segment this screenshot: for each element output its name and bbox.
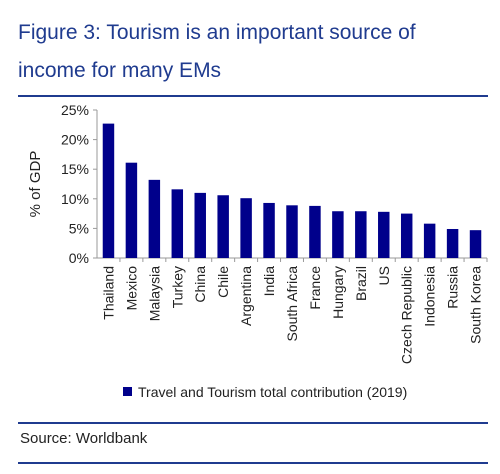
bottom-rule [18, 462, 488, 464]
bar [332, 211, 344, 258]
title-block: Figure 3: Tourism is an important source… [18, 14, 488, 90]
x-tick-label: Indonesia [422, 266, 438, 327]
bar [125, 162, 138, 258]
bar [102, 123, 115, 258]
bar [469, 230, 482, 258]
x-tick-label: Brazil [353, 266, 369, 301]
chart-title-line-1: Figure 3: Tourism is an important source… [18, 21, 416, 44]
x-tick-label: Hungary [330, 266, 346, 319]
chart-title-line-2: income for many EMs [18, 59, 222, 82]
y-tick-label: 25% [61, 102, 89, 118]
middle-rule [18, 422, 488, 424]
y-tick-label: 10% [61, 191, 89, 207]
bar-chart: 0% 5% 10% 15% 20% 25% % of GDP Thailand Mexico Ma… [27, 102, 488, 400]
y-tick-label: 5% [69, 220, 89, 236]
y-tick-label: 20% [61, 132, 89, 148]
x-tick-label: Russia [445, 266, 461, 309]
bar [423, 223, 436, 258]
bar [171, 189, 184, 258]
x-tick-label: South Korea [468, 266, 484, 344]
bar [194, 192, 206, 258]
x-tick-label: China [192, 266, 208, 303]
x-tick-label: France [307, 266, 323, 310]
bar [378, 211, 390, 258]
source-note: Source: Worldbank [20, 430, 148, 447]
top-rule [18, 95, 488, 97]
y-tick-label: 15% [61, 161, 89, 177]
bar [355, 211, 367, 258]
x-tick-label: US [376, 266, 392, 285]
x-tick-label: India [261, 266, 277, 297]
x-tick-label: Malaysia [146, 266, 162, 321]
bar [309, 205, 321, 258]
bar [446, 228, 459, 258]
x-tick-label: Turkey [169, 266, 185, 308]
x-tick-label: Mexico [123, 266, 139, 311]
x-tick-label: Argentina [238, 266, 254, 326]
x-tick-label: Czech Republic [399, 266, 415, 364]
bar [148, 179, 161, 258]
bar [217, 195, 229, 258]
bar [263, 202, 275, 258]
y-tick-label: 0% [69, 250, 89, 266]
legend-swatch [123, 387, 132, 396]
x-tick-label: South Africa [284, 266, 300, 342]
bar [286, 205, 298, 258]
x-tick-label: Thailand [100, 266, 116, 320]
legend-label: Travel and Tourism total contribution (2… [138, 384, 407, 400]
bar [240, 198, 252, 258]
bar [400, 213, 413, 258]
x-tick-label: Chile [215, 266, 231, 298]
y-axis-title: % of GDP [27, 151, 44, 218]
